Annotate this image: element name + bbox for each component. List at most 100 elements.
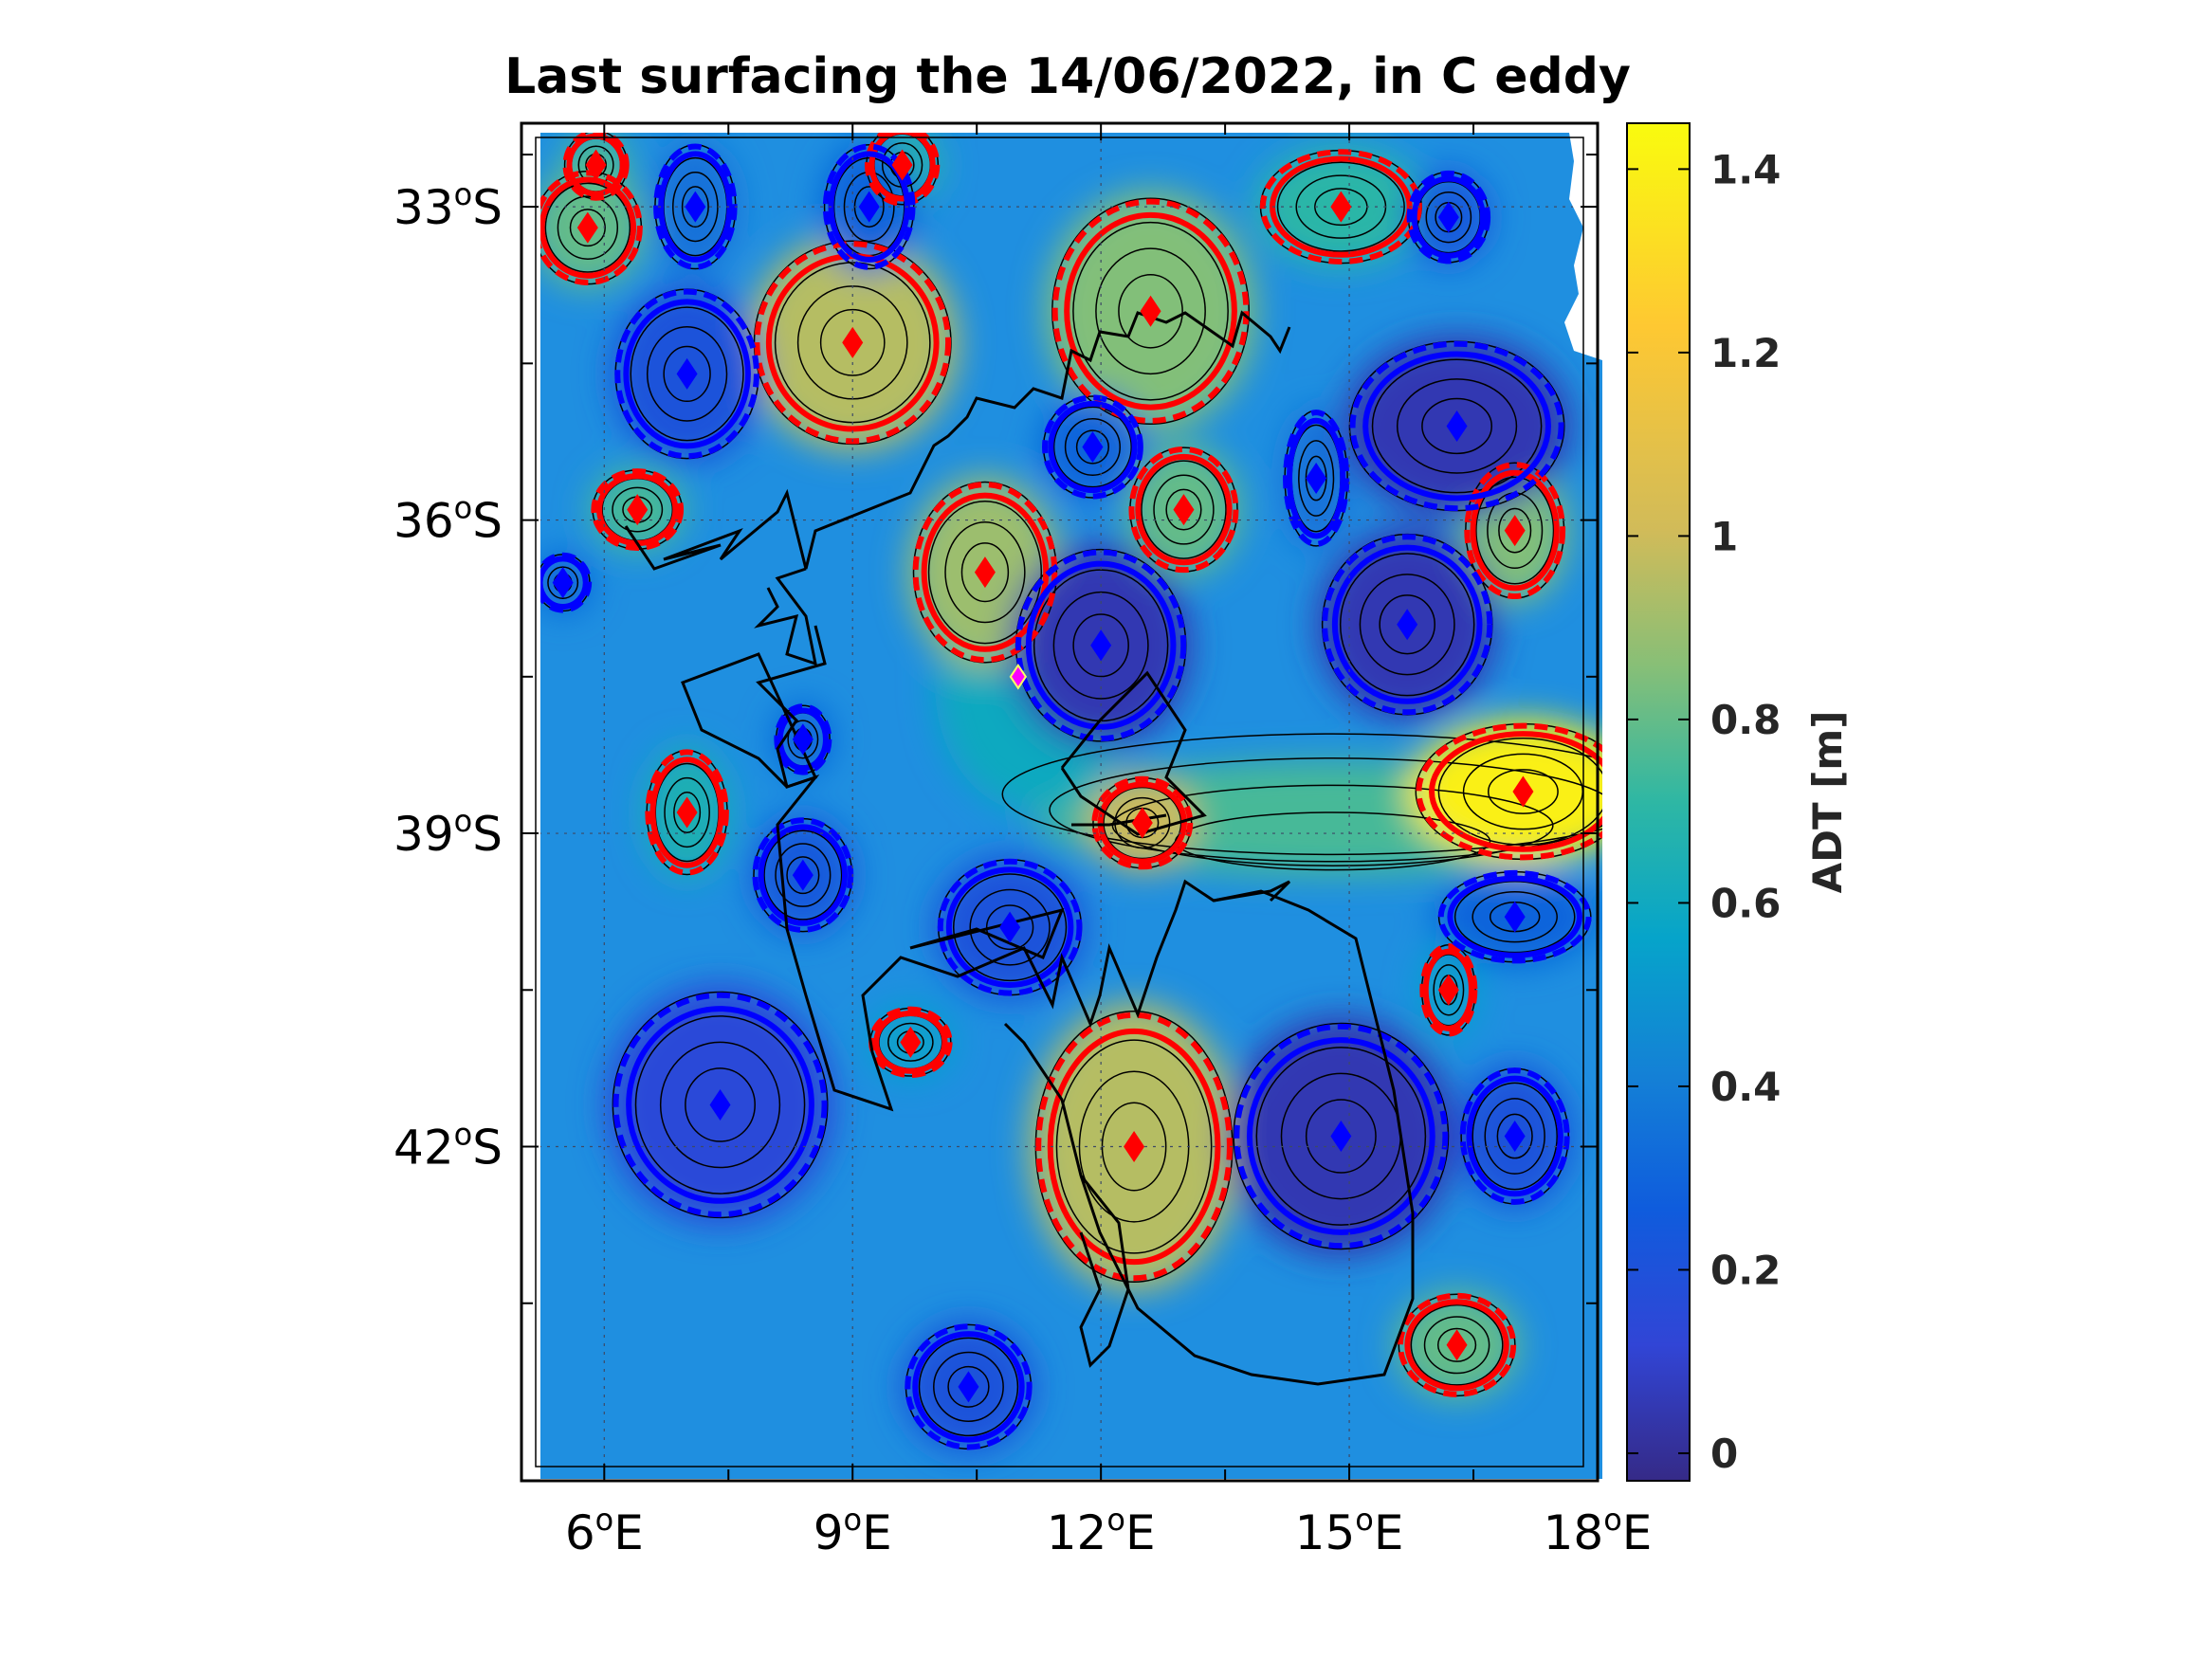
cyclone-center-marker <box>709 1088 731 1121</box>
adt-isoline <box>646 326 728 422</box>
eddy-speed-contour <box>1047 1028 1221 1266</box>
eddy-speed-contour <box>566 133 626 197</box>
y-tick-label: 42oS <box>393 1117 503 1176</box>
anticyclone-center-marker <box>627 494 649 526</box>
float-trajectory <box>624 310 1415 1386</box>
adt-isoline <box>1433 964 1465 1016</box>
adt-isoline <box>663 345 711 403</box>
eddy-outer-contour <box>1051 198 1250 424</box>
eddy-outer-contour <box>540 170 643 285</box>
colorbar-tick-label: 1.2 <box>1710 330 1781 376</box>
adt-isoline <box>1276 161 1405 252</box>
eddy-speed-contour <box>1447 875 1582 958</box>
colorbar-tick-label: 0.6 <box>1710 880 1781 926</box>
adt-isoline <box>1072 221 1229 401</box>
adt-isoline <box>1153 474 1215 545</box>
adt-isoline <box>1174 811 1491 871</box>
anticyclone-center-marker <box>891 149 913 181</box>
adt-isoline <box>763 830 843 921</box>
anticyclone-center-marker <box>1512 775 1534 808</box>
adt-isoline <box>887 1022 934 1062</box>
adt-isoline <box>1095 247 1206 375</box>
adt-isoline <box>786 856 820 895</box>
eddy-outer-contour <box>1091 775 1194 870</box>
adt-isoline <box>775 843 832 907</box>
adt-isoline <box>1052 591 1149 700</box>
adt-isoline <box>1339 553 1475 697</box>
y-tick-label: 39oS <box>393 803 503 862</box>
cyclone-center-marker <box>676 357 698 390</box>
eddy-speed-contour <box>1025 560 1177 730</box>
adt-isoline <box>1072 613 1129 678</box>
eddy-speed-contour <box>649 757 724 868</box>
colorbar-label: ADT [m] <box>1804 711 1851 894</box>
adt-isoline <box>1423 1316 1490 1375</box>
cyclone-center-marker <box>685 191 706 223</box>
adt-isoline <box>1484 1098 1545 1175</box>
anticyclone-center-marker <box>1446 1329 1468 1361</box>
anticyclone-center-marker <box>676 796 698 829</box>
x-tick-label: 18oE <box>1544 1502 1653 1560</box>
adt-isoline <box>1359 574 1455 676</box>
colorbar-tick-label: 0 <box>1710 1431 1738 1477</box>
y-tick-label: 33oS <box>393 176 503 235</box>
adt-isoline <box>952 873 1068 982</box>
eddy-outer-contour <box>1459 1067 1570 1205</box>
anticyclone-center-marker <box>1131 807 1153 839</box>
eddy-speed-contour <box>945 866 1074 988</box>
cyclone-center-marker <box>1446 410 1468 442</box>
map-panel <box>540 133 1602 1479</box>
eddy-outer-contour <box>822 143 916 270</box>
eddy-speed-contour <box>1331 544 1483 704</box>
adt-isoline <box>1233 1022 1450 1250</box>
chart-title: Last surfacing the 14/06/2022, in C eddy <box>504 48 1631 105</box>
adt-isoline <box>985 904 1034 951</box>
eddy-outer-contour <box>905 1323 1033 1450</box>
eddy-outer-contour <box>1397 1292 1517 1397</box>
eddy-outer-contour <box>653 143 738 270</box>
adt-isoline <box>947 1365 990 1408</box>
anticyclone-center-marker <box>1140 295 1161 327</box>
colorbar-ramp <box>1626 122 1691 1482</box>
anticyclone-center-marker <box>900 1026 922 1058</box>
adt-isoline <box>659 1041 781 1169</box>
eddy-speed-contour <box>758 824 849 926</box>
eddy-outer-contour <box>774 703 832 775</box>
last-surfacing-marker <box>1009 664 1028 690</box>
eddy-speed-contour <box>626 1006 814 1204</box>
eddy-outer-contour <box>937 858 1083 996</box>
eddy-speed-contour <box>912 1331 1025 1443</box>
colorbar: 0 0.2 0.4 0.6 0.8 1 1.2 1.4 ADT [m] <box>1626 122 1851 1482</box>
cyclone-center-marker <box>1504 901 1526 933</box>
anticyclone-center-marker <box>576 211 598 244</box>
cyclone-center-marker <box>1504 1120 1526 1152</box>
colorbar-tick-label: 0.2 <box>1710 1247 1781 1293</box>
eddy-outer-contour <box>1419 943 1478 1037</box>
adt-isoline <box>1379 594 1435 655</box>
adt-isoline <box>1165 488 1202 531</box>
adt-isoline <box>927 501 1043 645</box>
eddy-outer-contour <box>645 749 729 876</box>
adt-isoline <box>1436 1327 1477 1362</box>
adt-isoline <box>1472 890 1558 943</box>
eddy-outer-contour <box>612 992 828 1218</box>
eddy-outer-contour <box>562 133 630 201</box>
adt-isoline <box>1437 738 1602 846</box>
adt-isoline <box>787 720 819 759</box>
adt-isoline <box>664 776 710 848</box>
adt-isoline <box>944 521 1026 624</box>
adt-isoline <box>1498 507 1532 554</box>
adt-isoline <box>1141 460 1227 559</box>
eddy-outer-contour <box>1464 462 1566 599</box>
adt-isoline <box>1052 406 1132 488</box>
adt-isoline <box>933 1351 1004 1422</box>
map-frame <box>520 121 1600 1483</box>
anticyclone-center-marker <box>585 149 607 181</box>
colorbar-tick-label: 0.8 <box>1710 697 1781 743</box>
adt-isoline <box>1075 429 1109 465</box>
adt-isoline <box>1255 1047 1427 1226</box>
eddy-speed-contour <box>1466 1075 1563 1197</box>
adt-isoline <box>1001 733 1602 856</box>
eddy-outer-contour <box>1406 170 1491 264</box>
